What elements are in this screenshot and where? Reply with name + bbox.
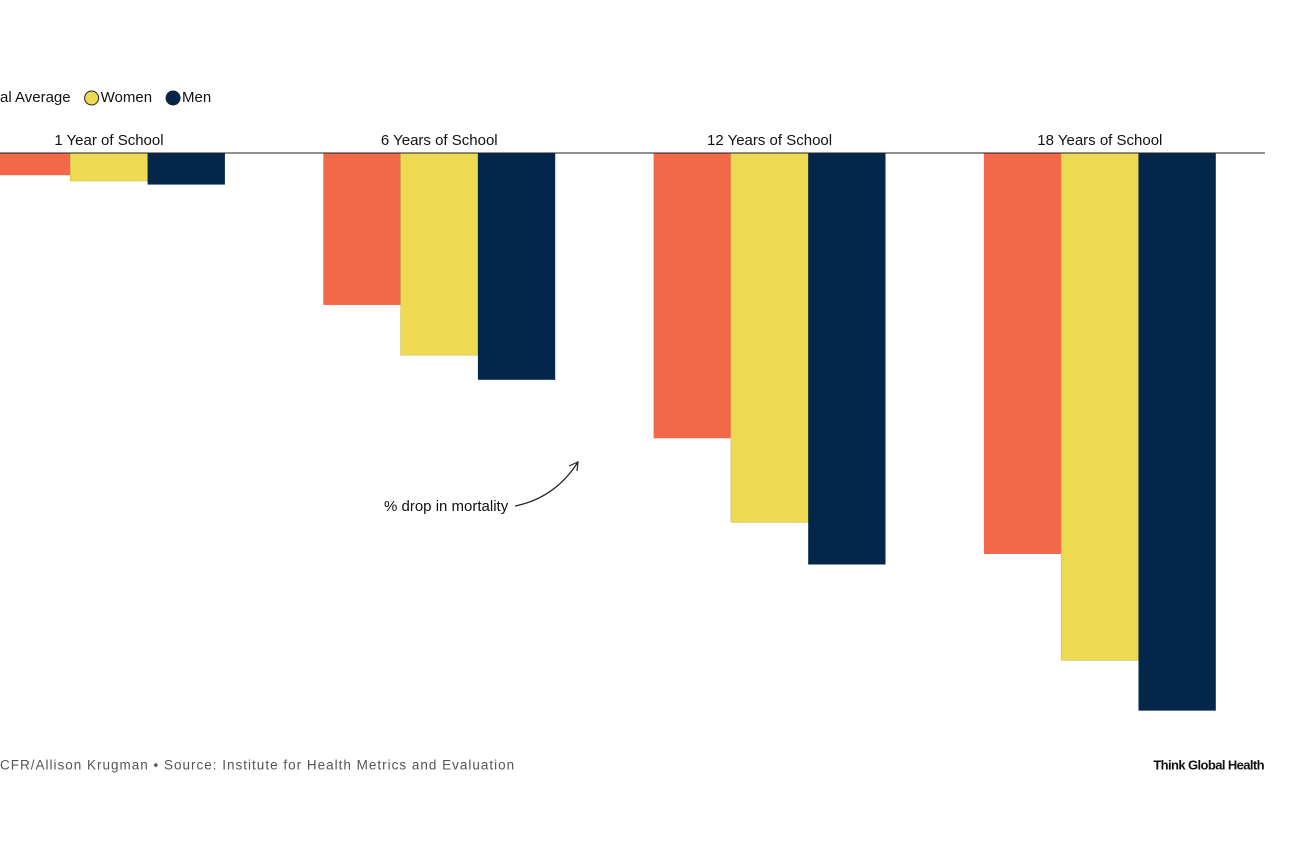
legend-label: al Average — [0, 89, 71, 106]
legend: al Average Women Men — [0, 89, 211, 106]
bar — [730, 152, 809, 523]
bar — [1060, 152, 1139, 661]
legend-swatch — [165, 90, 181, 106]
bar — [323, 153, 401, 305]
source: CFR/Allison Krugman • Source: Institute … — [0, 758, 515, 773]
bar — [400, 152, 479, 356]
annotation: % drop in mortality — [384, 498, 509, 515]
category-label: 6 Years of School — [381, 132, 498, 149]
category-label: 12 Years of School — [707, 132, 832, 149]
bar — [653, 153, 731, 439]
bar — [70, 152, 148, 182]
brand: Think Global Health — [1153, 757, 1264, 772]
legend-label: Men — [182, 89, 211, 106]
bar — [477, 153, 556, 380]
category-label: 1 Year of School — [54, 132, 163, 149]
annotation-arrow — [514, 461, 579, 507]
category-label: 18 Years of School — [1037, 132, 1162, 149]
bar — [0, 153, 71, 176]
bar — [1138, 153, 1216, 711]
legend-swatch — [84, 90, 100, 106]
bar — [147, 153, 225, 185]
bar — [983, 153, 1062, 554]
arrow-head — [568, 461, 579, 472]
legend-label: Women — [101, 89, 152, 106]
bar — [808, 153, 886, 565]
